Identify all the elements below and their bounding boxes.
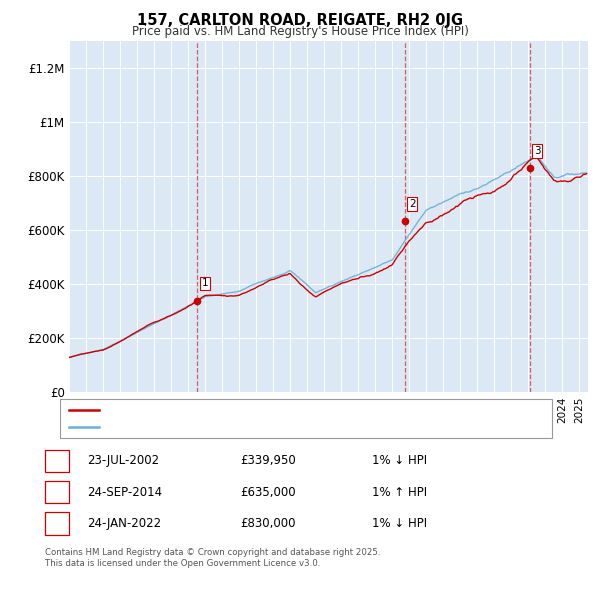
Text: £830,000: £830,000 (240, 517, 296, 530)
Text: 24-JAN-2022: 24-JAN-2022 (87, 517, 161, 530)
Text: 3: 3 (53, 519, 61, 528)
Text: 1: 1 (53, 456, 61, 466)
Text: 1: 1 (202, 278, 208, 289)
Text: 2: 2 (409, 199, 416, 209)
Text: £635,000: £635,000 (240, 486, 296, 499)
Text: 1% ↓ HPI: 1% ↓ HPI (372, 517, 427, 530)
Text: 1% ↑ HPI: 1% ↑ HPI (372, 486, 427, 499)
Text: 157, CARLTON ROAD, REIGATE, RH2 0JG (detached house): 157, CARLTON ROAD, REIGATE, RH2 0JG (det… (105, 405, 408, 415)
Text: 157, CARLTON ROAD, REIGATE, RH2 0JG: 157, CARLTON ROAD, REIGATE, RH2 0JG (137, 13, 463, 28)
Text: 2: 2 (53, 487, 61, 497)
Text: Contains HM Land Registry data © Crown copyright and database right 2025.
This d: Contains HM Land Registry data © Crown c… (45, 548, 380, 568)
Text: HPI: Average price, detached house, Reigate and Banstead: HPI: Average price, detached house, Reig… (105, 422, 413, 432)
Text: 24-SEP-2014: 24-SEP-2014 (87, 486, 162, 499)
Text: 1% ↓ HPI: 1% ↓ HPI (372, 454, 427, 467)
Text: 23-JUL-2002: 23-JUL-2002 (87, 454, 159, 467)
Text: £339,950: £339,950 (240, 454, 296, 467)
Text: 3: 3 (534, 146, 541, 156)
Text: Price paid vs. HM Land Registry's House Price Index (HPI): Price paid vs. HM Land Registry's House … (131, 25, 469, 38)
